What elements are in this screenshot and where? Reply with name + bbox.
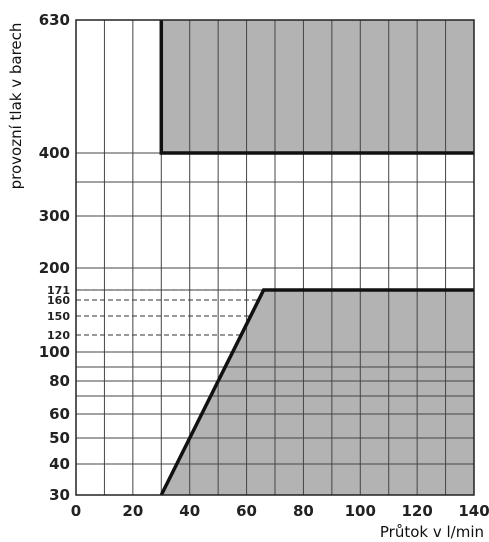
y-tick-label: 100 [39,343,70,361]
shaded-regions [161,20,475,495]
y-tick-label: 60 [49,405,70,423]
y-tick-label: 150 [47,310,70,323]
y-tick-label: 300 [39,207,70,225]
x-tick-labels: 0 20 40 60 80 100 120 140 [71,502,489,520]
x-tick-label: 100 [345,502,376,520]
x-axis-label: Průtok v l/min [380,523,484,541]
y-tick-label: 120 [47,329,70,342]
boundary-lines [159,20,474,496]
y-tick-label: 630 [39,11,70,29]
y-tick-label: 400 [39,144,70,162]
x-tick-label: 60 [236,502,257,520]
y-axis-label: provozní tlak v barech [7,23,25,190]
shaded-region-1 [161,20,475,153]
x-tick-label: 20 [122,502,143,520]
y-tick-label: 30 [49,486,70,504]
x-tick-label: 120 [401,502,432,520]
x-tick-label: 140 [458,502,489,520]
x-tick-label: 40 [179,502,200,520]
y-tick-label: 160 [47,294,70,307]
dashed-guides [76,289,264,336]
boundary-line-2 [159,288,474,496]
y-tick-label: 171 [47,284,70,297]
y-tick-label: 200 [39,259,70,277]
x-tick-label: 80 [293,502,314,520]
x-tick-label: 0 [71,502,81,520]
y-tick-label: 80 [49,372,70,390]
plot-frame [75,19,475,496]
y-tick-label: 50 [49,429,70,447]
y-tick-label: 40 [49,455,70,473]
boundary-line-1 [159,20,474,155]
